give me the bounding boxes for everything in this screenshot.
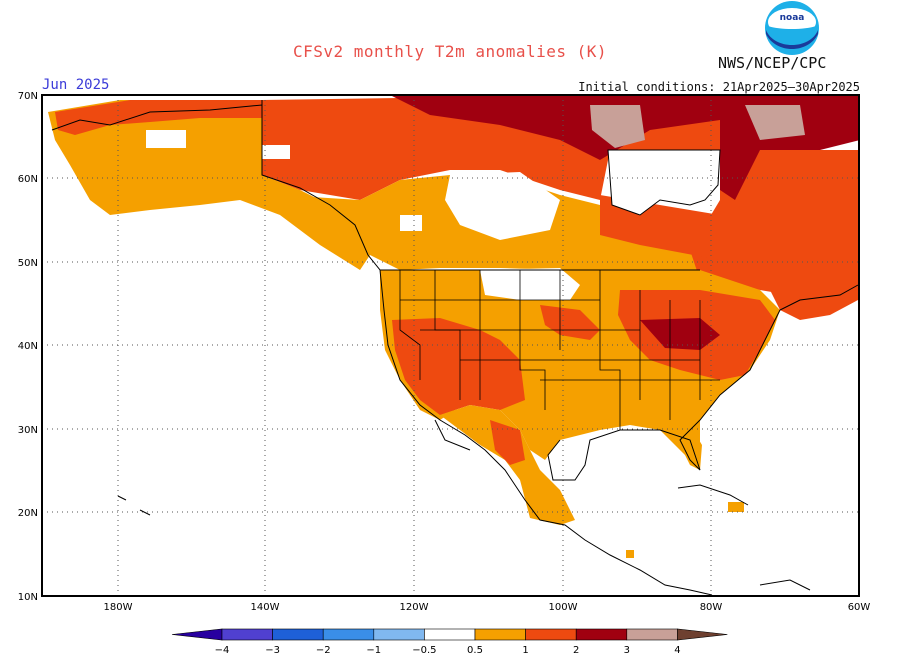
anomaly-patch-caribbean <box>728 502 744 512</box>
legend-color-swatch <box>525 628 577 641</box>
legend-color-swatch <box>575 628 628 641</box>
anomaly-region-maritimes-hot <box>760 265 858 320</box>
valid-month-label: Jun 2025 <box>42 77 110 93</box>
anomaly-region-arctic-brown <box>590 105 645 148</box>
lon-label: 180W <box>104 602 133 613</box>
legend-tick-label: 3 <box>624 645 630 656</box>
legend-arrow-low <box>171 628 223 641</box>
lat-label: 30N <box>18 425 38 436</box>
lon-axis-labels: 180W 140W 120W 100W 80W 60W <box>104 602 871 613</box>
legend-color-swatch <box>322 628 375 641</box>
anomaly-region-mexico <box>440 405 575 525</box>
legend-tick-label: −1 <box>366 645 381 656</box>
lon-label: 120W <box>400 602 429 613</box>
legend-tick-label: 4 <box>674 645 680 656</box>
map-title: CFSv2 monthly T2m anomalies (K) <box>292 42 608 61</box>
lon-label: 140W <box>251 602 280 613</box>
legend-tick-label: −4 <box>215 645 230 656</box>
legend-arrow-high <box>677 628 728 641</box>
anomaly-region-midwest-hot <box>540 305 600 340</box>
neutral-area-plains <box>480 268 580 300</box>
legend-tick-label: 1 <box>522 645 528 656</box>
lon-label: 80W <box>700 602 723 613</box>
anomaly-field <box>48 95 859 558</box>
legend-color-swatch <box>272 628 324 641</box>
lat-label: 20N <box>18 508 38 519</box>
lat-label: 10N <box>18 592 38 603</box>
legend-color-swatch <box>424 628 476 641</box>
coastlines <box>51 100 859 596</box>
lat-axis-labels: 70N 60N 50N 40N 30N 20N 10N <box>18 91 38 603</box>
legend-color-swatch <box>626 628 678 641</box>
legend-tick-label: −3 <box>265 645 280 656</box>
map-frame <box>41 94 860 597</box>
legend-tick-label: 2 <box>573 645 579 656</box>
state-borders <box>399 270 720 430</box>
anomaly-region-mexico-hot <box>490 420 525 465</box>
hudson-bay <box>608 150 720 215</box>
legend-tick-label: −0.5 <box>412 645 436 656</box>
legend-color-swatch <box>373 628 425 641</box>
graticule <box>42 95 859 596</box>
svg-text:noaa: noaa <box>780 13 805 23</box>
anomaly-region-alaska-hot <box>55 100 262 135</box>
initial-conditions-label: Initial conditions: 21Apr2025–30Apr2025 <box>578 80 860 94</box>
lon-label: 100W <box>549 602 578 613</box>
anomaly-region-southwest-hot <box>392 318 525 415</box>
lat-label: 40N <box>18 341 38 352</box>
legend-tick-label: −2 <box>316 645 331 656</box>
lat-label: 70N <box>18 91 38 102</box>
agency-label: NWS/NCEP/CPC <box>718 54 827 72</box>
neutral-patch-bc <box>400 215 422 231</box>
noaa-logo: noaa <box>762 0 822 60</box>
anomaly-patch-central-america <box>626 550 634 558</box>
lat-label: 60N <box>18 174 38 185</box>
lon-label: 60W <box>848 602 871 613</box>
neutral-patch-yukon <box>262 145 290 159</box>
legend-color-swatch <box>474 628 526 641</box>
neutral-patch-alaska <box>146 130 186 148</box>
lat-label: 50N <box>18 258 38 269</box>
legend-color-swatch <box>221 628 273 641</box>
color-legend: −4 −3 −2 −1 −0.5 0.5 1 2 3 4 <box>171 628 728 656</box>
anomaly-region-quebec-brown <box>745 105 805 140</box>
anomaly-region-florida <box>660 425 702 470</box>
legend-tick-label: 0.5 <box>467 645 483 656</box>
anomaly-region-alaska-warm <box>48 100 370 270</box>
neutral-area-prairie <box>445 172 560 240</box>
